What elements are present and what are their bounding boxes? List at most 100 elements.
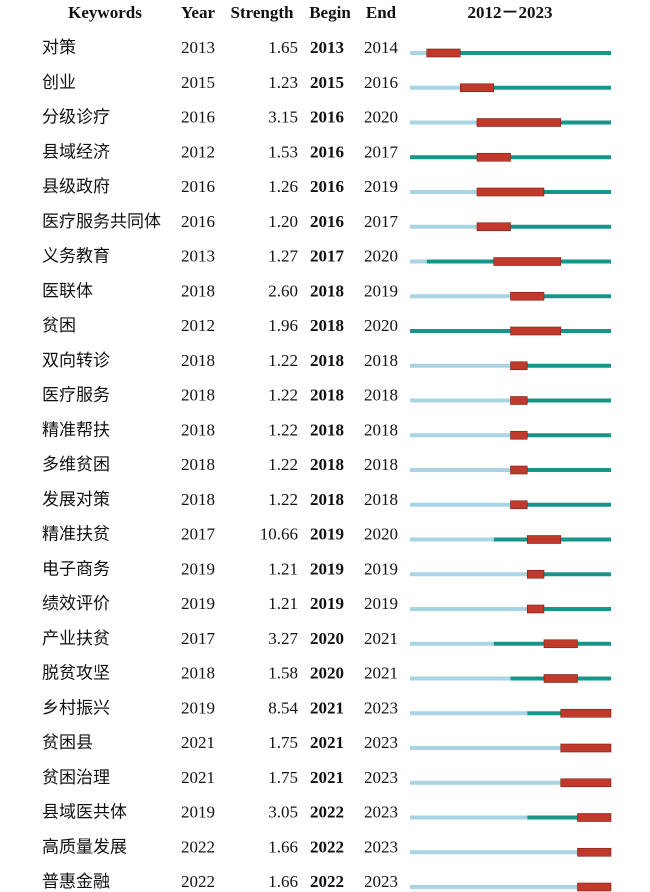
timeline-present-segment: [510, 398, 611, 403]
strength-value: 3.27: [268, 629, 298, 648]
begin-value: 2020: [310, 664, 344, 683]
strength-value: 1.22: [268, 386, 298, 405]
timeline-before-segment: [410, 363, 511, 368]
burst-bar: [577, 813, 612, 822]
strength-value: 1.58: [268, 664, 298, 683]
strength-value: 1.21: [268, 559, 298, 578]
year-value: 2018: [181, 386, 215, 405]
end-value: 2018: [364, 386, 398, 405]
keyword-label: 双向转诊: [42, 351, 110, 371]
year-value: 2022: [181, 837, 215, 856]
begin-value: 2019: [310, 559, 344, 578]
burst-bar: [577, 847, 612, 857]
keyword-label: 分级诊疗: [42, 108, 110, 128]
begin-value: 2018: [310, 351, 344, 370]
year-value: 2019: [181, 803, 215, 822]
header-row: Keywords Year Strength Begin End 2012－20…: [68, 3, 552, 22]
timeline-before-segment: [410, 885, 578, 889]
timeline-before-segment: [410, 502, 511, 507]
end-value: 2017: [364, 212, 399, 231]
begin-value: 2017: [310, 247, 345, 266]
burst-bar: [560, 708, 612, 718]
timeline-before-segment: [410, 780, 561, 785]
burst-bar: [493, 257, 562, 266]
strength-value: 1.53: [268, 142, 298, 161]
begin-value: 2018: [310, 420, 344, 439]
burst-bar: [476, 118, 562, 127]
keyword-label: 贫困县: [42, 733, 93, 753]
table-row: 绩效评价 2019 1.21 2019 2019: [42, 594, 611, 614]
timeline-before-segment: [410, 572, 528, 577]
timeline-before-segment: [410, 120, 477, 125]
burst-bar: [510, 465, 528, 475]
burst-bar: [510, 326, 562, 336]
year-value: 2019: [181, 559, 215, 578]
begin-value: 2018: [310, 386, 344, 405]
end-value: 2023: [364, 837, 398, 856]
burst-bar: [510, 430, 528, 440]
end-value: 2020: [364, 247, 398, 266]
table-row: 义务教育 2013 1.27 2017 2020: [42, 247, 611, 267]
keyword-label: 电子商务: [42, 559, 110, 579]
strength-value: 2.60: [268, 281, 298, 300]
end-value: 2016: [364, 73, 398, 92]
keyword-label: 产业扶贫: [42, 629, 110, 649]
strength-value: 8.54: [268, 698, 298, 717]
burst-bar: [476, 152, 511, 162]
end-value: 2020: [364, 316, 398, 335]
year-value: 2013: [181, 247, 215, 266]
timeline-before-segment: [410, 398, 511, 403]
keyword-label: 县域医共体: [42, 803, 127, 823]
timeline-before-segment: [410, 51, 427, 55]
timeline-before-segment: [410, 850, 578, 855]
table-row: 高质量发展 2022 1.66 2022 2023: [42, 837, 612, 857]
table-row: 精准帮扶 2018 1.22 2018 2018: [42, 420, 611, 440]
header-year: Year: [181, 3, 215, 22]
year-value: 2018: [181, 420, 215, 439]
begin-value: 2013: [310, 38, 344, 57]
table-row: 县域医共体 2019 3.05 2022 2023: [42, 803, 612, 823]
timeline-before-segment: [410, 294, 511, 299]
keyword-label: 高质量发展: [42, 837, 127, 857]
timeline-before-segment: [410, 433, 511, 438]
end-value: 2020: [364, 108, 398, 127]
year-value: 2019: [181, 594, 215, 613]
timeline-present-segment: [477, 224, 611, 229]
strength-value: 3.15: [268, 108, 298, 127]
year-value: 2018: [181, 664, 215, 683]
burst-bar: [560, 778, 612, 788]
burst-bar: [543, 639, 578, 649]
header-keywords: Keywords: [68, 3, 142, 22]
burst-bar: [510, 291, 545, 301]
year-value: 2019: [181, 698, 215, 717]
keyword-label: 县域经济: [42, 142, 110, 162]
timeline-present-segment: [527, 572, 611, 577]
table-row: 分级诊疗 2016 3.15 2016 2020: [42, 108, 611, 128]
strength-value: 1.26: [268, 177, 298, 196]
keyword-label: 贫困: [42, 316, 76, 336]
end-value: 2023: [364, 872, 398, 891]
keyword-label: 普惠金融: [42, 872, 110, 892]
keyword-label: 对策: [42, 38, 76, 58]
table-row: 医联体 2018 2.60 2018 2019: [42, 281, 611, 301]
end-value: 2019: [364, 594, 398, 613]
header-strength: Strength: [231, 3, 295, 22]
begin-value: 2018: [310, 316, 344, 335]
timeline-present-segment: [527, 607, 611, 611]
strength-value: 1.22: [268, 490, 298, 509]
table-row: 贫困县 2021 1.75 2021 2023: [42, 733, 612, 753]
year-value: 2015: [181, 73, 215, 92]
burst-bar: [526, 569, 545, 579]
timeline-before-segment: [410, 224, 477, 229]
timeline-present-segment: [510, 468, 611, 472]
timeline-present-segment: [510, 363, 611, 368]
end-value: 2019: [364, 281, 398, 300]
header-range: 2012－2023: [468, 3, 553, 22]
begin-value: 2022: [310, 872, 344, 891]
end-value: 2018: [364, 490, 398, 509]
begin-value: 2021: [310, 768, 344, 787]
table-row: 创业 2015 1.23 2015 2016: [42, 73, 611, 93]
keyword-label: 多维贫困: [42, 455, 110, 475]
